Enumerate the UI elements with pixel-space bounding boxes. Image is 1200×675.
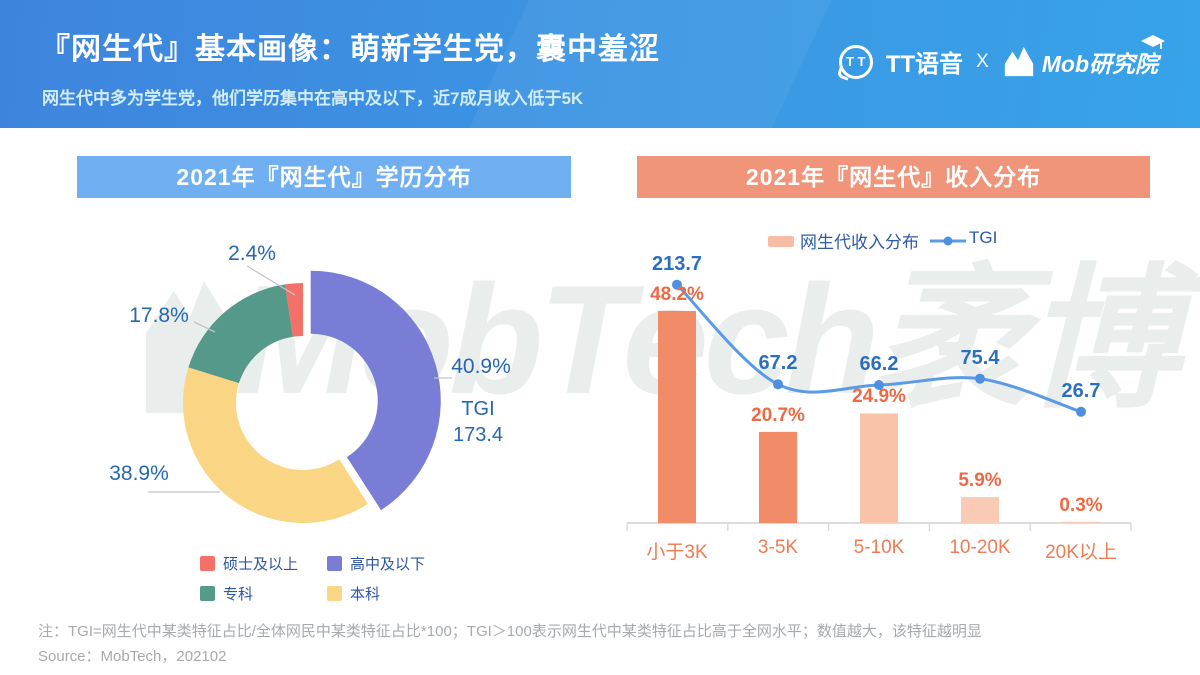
legend-swatch	[327, 586, 342, 601]
legend-label: 专科	[223, 586, 254, 603]
income-legend-swatch	[768, 236, 794, 247]
donut-slice	[188, 284, 293, 384]
legend-label: 硕士及以上	[223, 556, 299, 573]
legend-swatch	[327, 556, 342, 571]
bar	[860, 413, 898, 523]
tgi-line	[675, 283, 1082, 414]
graduation-cap-icon	[1141, 34, 1165, 49]
donut-tgi-annotation: TGI 173.4	[433, 396, 523, 448]
donut-tgi-label: TGI	[461, 398, 495, 420]
mob-logo-text: Mob研究院	[1041, 50, 1158, 77]
tt-voice-logo: TT语音	[885, 51, 964, 78]
mob-research-logo: Mob研究院	[1002, 34, 1165, 79]
bar	[658, 310, 696, 523]
donut-slice	[285, 283, 303, 337]
source-text: Source：MobTech，202102	[38, 648, 227, 665]
legend-item: 本科	[327, 583, 425, 604]
income-panel-header: 2021年『网生代』收入分布	[637, 156, 1150, 198]
tgi-dot	[773, 379, 783, 390]
income-legend-tgi-label: TGI	[969, 228, 998, 247]
income-legend-label: 网生代收入分布	[800, 233, 919, 252]
legend-item: 硕士及以上	[200, 553, 327, 574]
note-text: 注：TGI=网生代中某类特征占比/全体网民中某类特征占比*100；TGI＞100…	[38, 623, 982, 640]
page-subtitle: 网生代中多为学生党，他们学历集中在高中及以下，近7成月收入低于5K	[42, 89, 584, 108]
tgi-line-legend-icon	[930, 236, 966, 246]
donut-tgi-value: 173.4	[452, 424, 504, 446]
donut-leader-line	[246, 265, 296, 296]
donut-slice	[310, 270, 441, 511]
tgi-dot	[874, 380, 884, 390]
brand-separator: X	[976, 50, 989, 72]
legend-label: 本科	[350, 586, 381, 603]
brand-logos: T T TT语音 X Mob研究院	[838, 34, 1165, 79]
mob-mark-icon	[1004, 46, 1033, 76]
legend-swatch	[200, 556, 215, 571]
income-bar-chart	[626, 279, 1132, 531]
tgi-dot	[975, 373, 985, 384]
legend-item: 专科	[200, 583, 327, 604]
education-legend: 硕士及以上 高中及以下 专科 本科	[200, 553, 425, 604]
bar	[759, 431, 797, 523]
bar	[1062, 521, 1100, 523]
bar	[961, 497, 999, 523]
education-donut-chart	[148, 265, 452, 523]
donut-slice	[183, 367, 368, 523]
donut-leader-line	[193, 321, 216, 333]
page-title: 『网生代』基本画像：萌新学生党，囊中羞涩	[40, 33, 660, 66]
tgi-dot	[672, 279, 682, 290]
education-panel-header: 2021年『网生代』学历分布	[77, 156, 571, 198]
legend-item: 高中及以下	[327, 553, 425, 574]
header-banner	[0, 0, 1200, 128]
legend-swatch	[200, 586, 215, 601]
legend-label: 高中及以下	[350, 556, 426, 573]
tt-speech-bubble-icon: T T	[838, 44, 873, 79]
tgi-dot	[1076, 406, 1086, 417]
